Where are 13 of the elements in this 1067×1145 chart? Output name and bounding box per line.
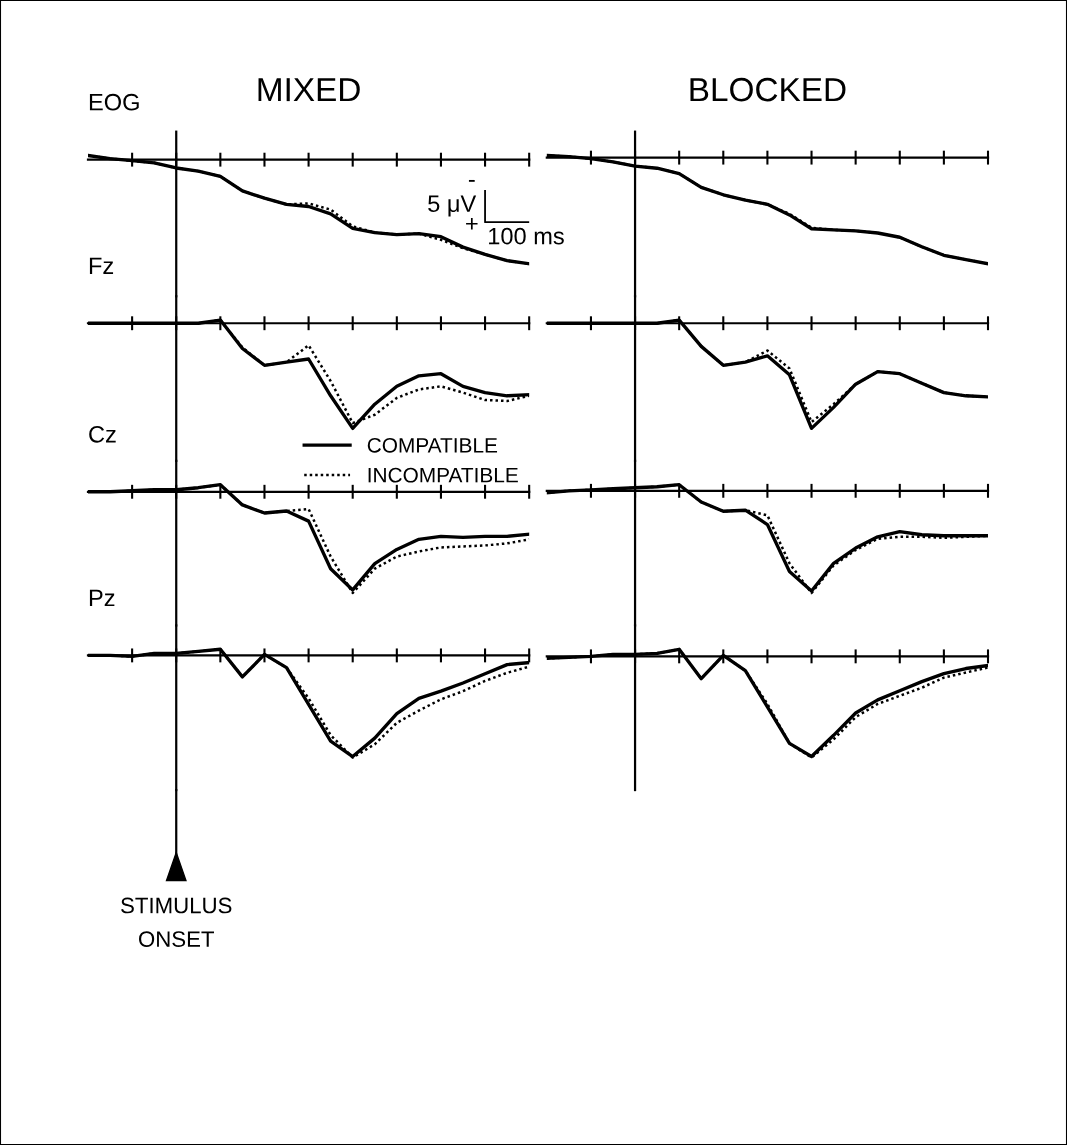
chart-title: MIXED [258,78,360,102]
y-axis-title: EOG [89,93,139,111]
y-axis-title: Pz [89,589,115,607]
annotation: + [466,217,478,230]
text: STIMULUS ONSET [121,897,232,947]
annotation: 100 ms [489,227,564,245]
chart-title: BLOCKED [690,77,846,102]
y-axis-title: Cz [89,425,116,443]
legend-label: INCOMPATIBLE [368,467,518,483]
legend-label: COMPATIBLE [367,437,498,453]
annotation: 5 μV [428,195,477,217]
annotation: - [468,179,475,182]
y-axis-title: Fz [89,257,114,274]
